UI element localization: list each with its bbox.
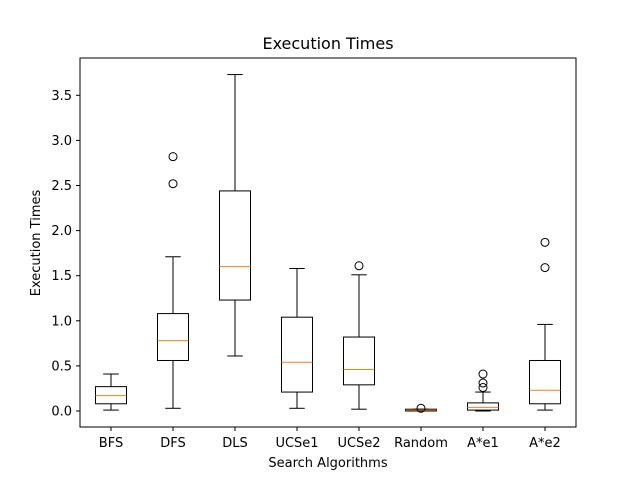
flier-dfs: [168, 152, 178, 162]
y-tick-label: 3.0: [51, 134, 72, 149]
flier-astare2: [540, 237, 550, 247]
x-tick-label-ucse1: UCSe1: [275, 436, 318, 451]
y-tick-label: 2.5: [51, 179, 72, 194]
y-tick-label: 2.0: [51, 224, 72, 239]
box-astare2: [529, 359, 561, 405]
box-astare1: [467, 402, 499, 411]
flier-random: [416, 403, 426, 413]
box-ucse2: [343, 336, 375, 386]
x-axis-label: Search Algorithms: [268, 456, 387, 471]
box-dfs: [157, 313, 189, 361]
axes-frame: [79, 57, 577, 428]
y-axis-label: Execution Times: [29, 190, 44, 297]
x-tick-label-astare1: A*e1: [467, 436, 499, 451]
flier-astare1: [478, 369, 488, 379]
x-tick-label-dfs: DFS: [160, 436, 186, 451]
x-tick-label-dls: DLS: [222, 436, 248, 451]
y-tick-label: 0.5: [51, 359, 72, 374]
y-tick-label: 3.5: [51, 89, 72, 104]
y-tick-label: 1.0: [51, 314, 72, 329]
y-tick-label: 0.0: [51, 405, 72, 420]
y-tick-label: 1.5: [51, 269, 72, 284]
x-tick-label-astare2: A*e2: [529, 436, 561, 451]
chart-title: Execution Times: [262, 34, 393, 53]
x-tick-label-random: Random: [394, 436, 448, 451]
x-tick-label-bfs: BFS: [99, 436, 123, 451]
flier-astare1: [478, 378, 488, 388]
x-tick-label-ucse2: UCSe2: [337, 436, 380, 451]
box-dls: [219, 190, 251, 301]
flier-ucse2: [354, 261, 364, 271]
flier-astare2: [540, 263, 550, 273]
flier-dfs: [168, 179, 178, 189]
box-ucse1: [281, 316, 313, 393]
flier-astare1: [478, 383, 488, 393]
